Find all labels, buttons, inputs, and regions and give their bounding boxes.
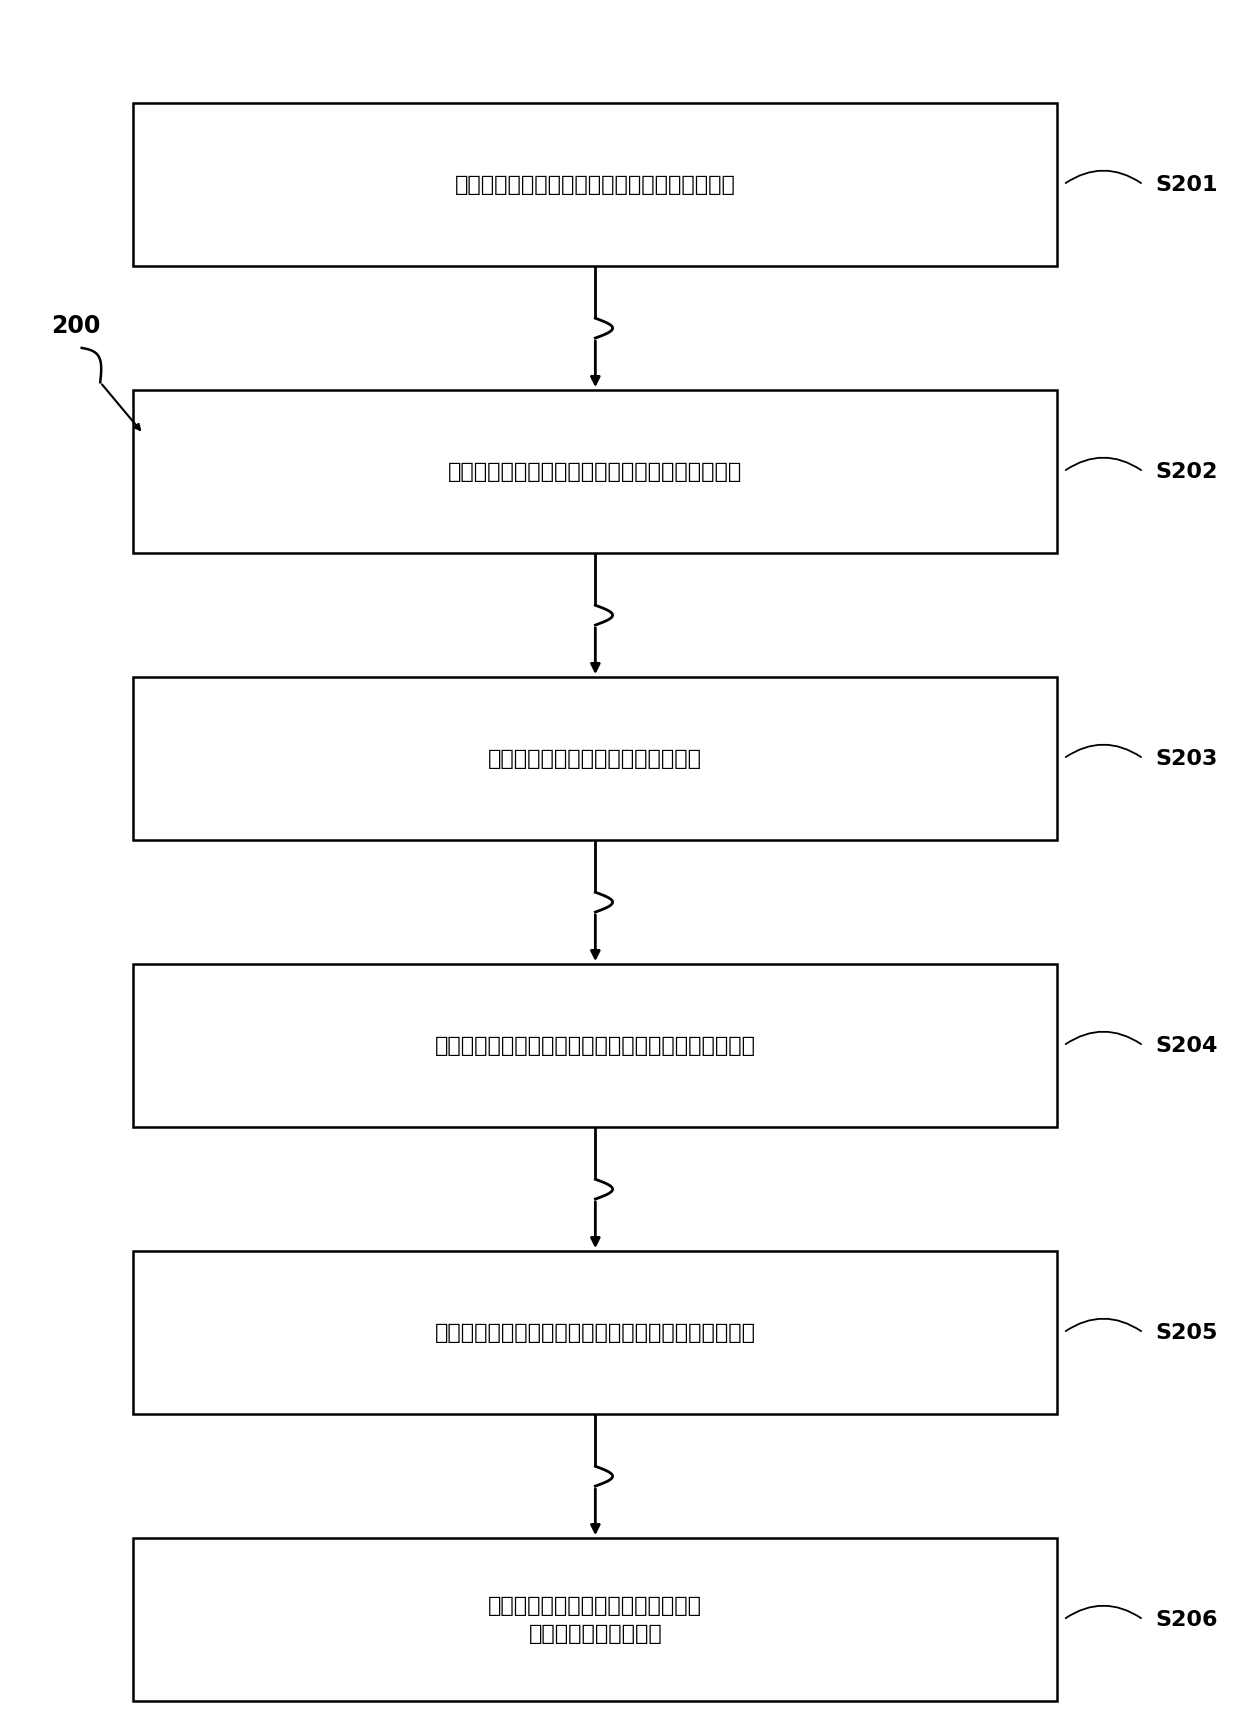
Text: S204: S204 (1156, 1036, 1218, 1055)
FancyBboxPatch shape (134, 1250, 1058, 1414)
Text: S205: S205 (1156, 1323, 1218, 1342)
Text: 提供驱动器并且经由传动装置连接驱动器与关节: 提供驱动器并且经由传动装置连接驱动器与关节 (455, 174, 735, 195)
FancyBboxPatch shape (134, 677, 1058, 841)
FancyBboxPatch shape (134, 1539, 1058, 1701)
Text: 200: 200 (51, 314, 100, 337)
Text: S202: S202 (1156, 461, 1218, 482)
Text: 根据所测量的旋转角度确定关节位置处的第一扭矩估计: 根据所测量的旋转角度确定关节位置处的第一扭矩估计 (435, 1036, 756, 1055)
Text: 在关节位置处测量传动装置的旋转变形的旋转角度: 在关节位置处测量传动装置的旋转变形的旋转角度 (448, 461, 743, 482)
Text: 将第一估计和第二估计合并为关节位
置处的整合的扭矩估计: 将第一估计和第二估计合并为关节位 置处的整合的扭矩估计 (489, 1596, 702, 1644)
Text: S203: S203 (1156, 750, 1218, 769)
Text: 基于所测量的电机电流确定关节位置处的第二扭矩估计: 基于所测量的电机电流确定关节位置处的第二扭矩估计 (435, 1323, 756, 1342)
Text: 在关节位置处测量驱动器的电机电流: 在关节位置处测量驱动器的电机电流 (489, 750, 702, 769)
FancyBboxPatch shape (134, 104, 1058, 266)
FancyBboxPatch shape (134, 390, 1058, 553)
Text: S206: S206 (1156, 1610, 1218, 1630)
FancyBboxPatch shape (134, 964, 1058, 1128)
Text: S201: S201 (1156, 174, 1218, 195)
